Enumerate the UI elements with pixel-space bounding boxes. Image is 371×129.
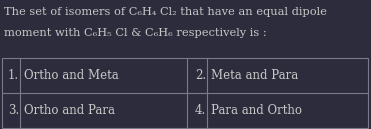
Text: Meta and Para: Meta and Para [211,69,298,82]
Text: The set of isomers of C₆H₄ Cl₂ that have an equal dipole: The set of isomers of C₆H₄ Cl₂ that have… [4,7,327,17]
Text: 2.: 2. [195,69,206,82]
Bar [2,58,368,128]
Text: Para and Ortho: Para and Ortho [211,104,302,117]
Text: Ortho and Para: Ortho and Para [24,104,115,117]
Text: moment with C₆H₅ Cl & C₆H₆ respectively is :: moment with C₆H₅ Cl & C₆H₆ respectively … [4,28,267,38]
Text: 4.: 4. [195,104,206,117]
Text: 1.: 1. [8,69,19,82]
Text: Ortho and Meta: Ortho and Meta [24,69,119,82]
Text: 3.: 3. [8,104,19,117]
